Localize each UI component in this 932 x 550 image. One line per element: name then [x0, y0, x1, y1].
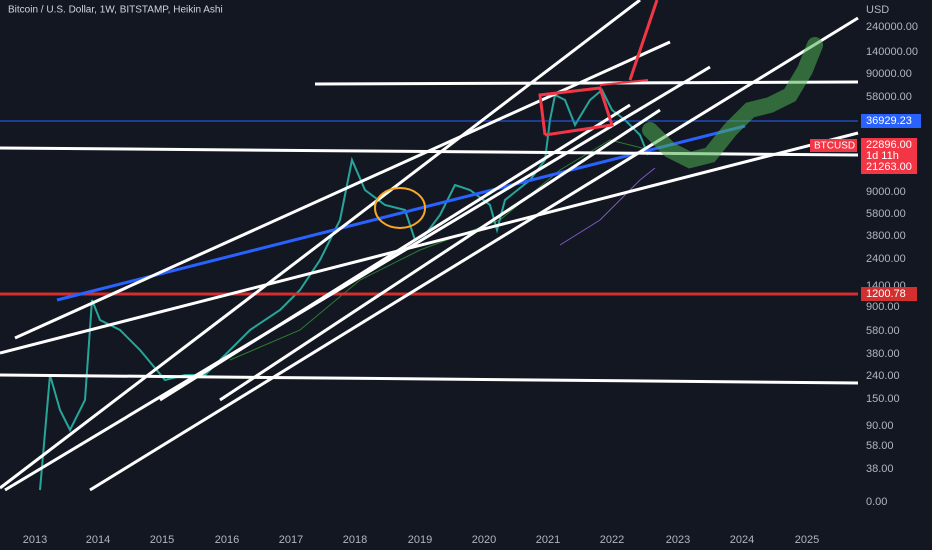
price-label: 240.00	[866, 370, 900, 382]
channel-line	[89, 16, 859, 492]
price-label: 90000.00	[866, 68, 912, 80]
price-label: 9000.00	[866, 186, 906, 198]
last-price: 22896.00	[866, 139, 912, 151]
time-label: 2013	[23, 534, 47, 546]
price-label: 240000.00	[866, 21, 918, 33]
price-label: 58000.00	[866, 91, 912, 103]
horizontal-line	[0, 373, 859, 385]
symbol-tag-text: BTCUSD	[814, 141, 855, 152]
blue-level-tag	[861, 114, 921, 128]
support-line	[0, 131, 859, 355]
time-label: 2020	[472, 534, 496, 546]
red-level-tag	[861, 287, 917, 301]
price-label: 2400.00	[866, 253, 906, 265]
chart-title: Bitcoin / U.S. Dollar, 1W, BITSTAMP, Hei…	[8, 5, 223, 16]
red-level-tag-text: 1200.78	[866, 288, 906, 300]
projection-path	[642, 37, 823, 169]
countdown: 1d 11h	[866, 150, 899, 162]
time-label: 2022	[600, 534, 624, 546]
price-label: 58.00	[866, 440, 894, 452]
time-label: 2023	[666, 534, 690, 546]
drawings	[0, 0, 859, 492]
symbol-tag	[810, 139, 857, 152]
time-axis: 2013 2014 2015 2016 2017 2018 2019 2020 2021 2022…	[23, 534, 819, 546]
red-arrow	[628, 0, 659, 81]
horizontal-line	[314, 80, 859, 86]
time-label: 2014	[86, 534, 110, 546]
price-label: 150.00	[866, 393, 900, 405]
channel-line	[219, 108, 661, 402]
price-label: 0.00	[866, 496, 887, 508]
price-candles	[39, 88, 649, 491]
blue-trendline	[56, 124, 746, 302]
price-label: 140000.00	[866, 46, 918, 58]
time-label: 2021	[536, 534, 560, 546]
time-label: 2018	[343, 534, 367, 546]
price-label: 5800.00	[866, 208, 906, 220]
time-label: 2016	[215, 534, 239, 546]
time-label: 2015	[150, 534, 174, 546]
time-label: 2017	[279, 534, 303, 546]
channel-line	[0, 0, 641, 490]
price-label: 3800.00	[866, 230, 906, 242]
price-label: 90.00	[866, 420, 894, 432]
time-label: 2025	[795, 534, 819, 546]
last-price-tag	[861, 138, 917, 174]
price-label: 38.00	[866, 463, 894, 475]
low-price: 21263.00	[866, 161, 912, 173]
price-label: 580.00	[866, 325, 900, 337]
blue-level-tag-text: 36929.23	[866, 115, 912, 127]
red-line	[599, 79, 649, 86]
time-label: 2024	[730, 534, 754, 546]
ma-slow	[559, 167, 656, 246]
red-pattern	[538, 86, 614, 137]
highlight-circle	[374, 187, 426, 229]
price-label: 900.00	[866, 301, 900, 313]
price-unit: USD	[866, 4, 889, 16]
time-label: 2019	[408, 534, 432, 546]
price-label: 380.00	[866, 348, 900, 360]
channel-line	[4, 65, 711, 492]
